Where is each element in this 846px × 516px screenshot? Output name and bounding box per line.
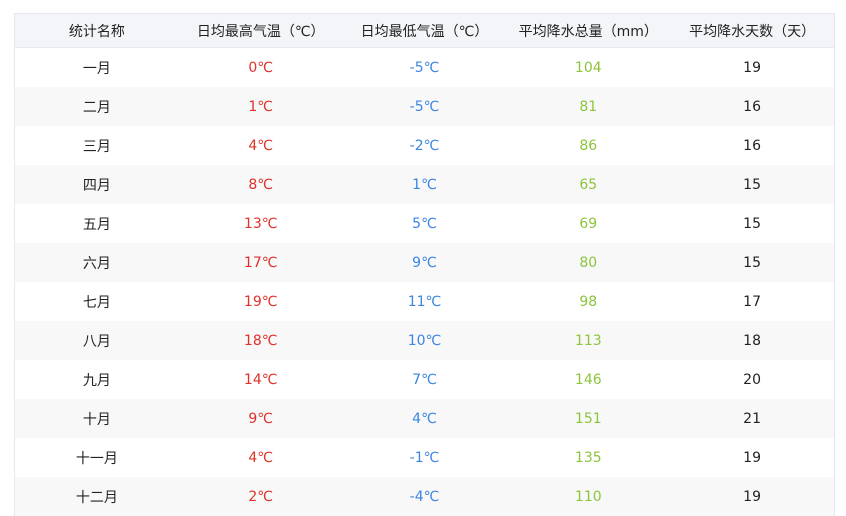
- rain-days: 15: [743, 215, 761, 232]
- rainfall: 110: [506, 477, 671, 516]
- high-temp: 9℃: [178, 399, 343, 438]
- rain-days: 17: [743, 293, 761, 310]
- high-temp: 19℃: [243, 293, 278, 310]
- table-row: 四月 8℃ 1℃ 65 15: [15, 165, 834, 204]
- rainfall: 69: [579, 215, 598, 232]
- rain-days: 16: [670, 87, 834, 126]
- high-temp: 2℃: [178, 477, 343, 516]
- climate-table-container: 统计名称 日均最高气温（℃） 日均最低气温（℃） 平均降水总量（mm） 平均降水…: [14, 13, 835, 516]
- low-temp: 9℃: [342, 243, 507, 282]
- climate-table: 统计名称 日均最高气温（℃） 日均最低气温（℃） 平均降水总量（mm） 平均降水…: [15, 14, 834, 516]
- high-temp: 4℃: [248, 137, 274, 154]
- rain-days: 21: [670, 399, 834, 438]
- rainfall: 65: [506, 165, 671, 204]
- table-row: 九月 14℃ 7℃ 146 20: [15, 360, 834, 399]
- month-name: 六月: [15, 243, 179, 282]
- header-name: 统计名称: [15, 14, 179, 48]
- low-temp: -5℃: [342, 87, 507, 126]
- rain-days: 18: [670, 321, 834, 360]
- rain-days: 19: [670, 477, 834, 516]
- high-temp: 4℃: [248, 449, 274, 466]
- month-name: 五月: [82, 216, 111, 233]
- rainfall: 81: [506, 87, 671, 126]
- month-name: 十二月: [15, 477, 179, 516]
- high-temp: 1℃: [178, 87, 343, 126]
- month-name: 八月: [15, 321, 179, 360]
- low-temp: 7℃: [412, 371, 437, 388]
- table-row: 八月 18℃ 10℃ 113 18: [15, 321, 834, 360]
- table-header-row: 统计名称 日均最高气温（℃） 日均最低气温（℃） 平均降水总量（mm） 平均降水…: [15, 14, 834, 48]
- low-temp: -2℃: [409, 137, 440, 154]
- low-temp: 1℃: [342, 165, 507, 204]
- table-row: 七月 19℃ 11℃ 98 17: [15, 282, 834, 321]
- header-low-temp: 日均最低气温（℃）: [342, 14, 507, 48]
- low-temp: 10℃: [342, 321, 507, 360]
- rain-days: 15: [670, 165, 834, 204]
- rain-days: 20: [743, 371, 761, 388]
- table-row: 十月 9℃ 4℃ 151 21: [15, 399, 834, 438]
- table-row: 三月 4℃ -2℃ 86 16: [15, 126, 834, 165]
- month-name: 三月: [82, 138, 111, 155]
- month-name: 九月: [82, 372, 111, 389]
- low-temp: 4℃: [342, 399, 507, 438]
- high-temp: 13℃: [243, 215, 278, 232]
- rainfall: 146: [574, 371, 602, 388]
- rainfall: 98: [579, 293, 598, 310]
- table-row: 十二月 2℃ -4℃ 110 19: [15, 477, 834, 516]
- rain-days: 19: [743, 449, 761, 466]
- table-row: 十一月 4℃ -1℃ 135 19: [15, 438, 834, 477]
- month-name: 七月: [82, 294, 111, 311]
- table-row: 五月 13℃ 5℃ 69 15: [15, 204, 834, 243]
- high-temp: 18℃: [178, 321, 343, 360]
- table-row: 一月 0℃ -5℃ 104 19: [15, 48, 834, 88]
- rainfall: 104: [574, 59, 602, 76]
- rainfall: 86: [579, 137, 598, 154]
- rainfall: 151: [506, 399, 671, 438]
- rain-days: 16: [743, 137, 761, 154]
- high-temp: 17℃: [178, 243, 343, 282]
- rain-days: 19: [743, 59, 761, 76]
- month-name: 一月: [82, 60, 111, 77]
- header-rain-days: 平均降水天数（天）: [670, 14, 834, 48]
- low-temp: 11℃: [407, 293, 442, 310]
- month-name: 十一月: [75, 450, 118, 467]
- low-temp: -4℃: [342, 477, 507, 516]
- table-row: 六月 17℃ 9℃ 80 15: [15, 243, 834, 282]
- rainfall: 80: [506, 243, 671, 282]
- low-temp: -5℃: [409, 59, 440, 76]
- month-name: 十月: [15, 399, 179, 438]
- rainfall: 135: [574, 449, 602, 466]
- high-temp: 8℃: [178, 165, 343, 204]
- month-name: 四月: [15, 165, 179, 204]
- rain-days: 15: [670, 243, 834, 282]
- low-temp: -1℃: [409, 449, 440, 466]
- month-name: 二月: [15, 87, 179, 126]
- high-temp: 0℃: [248, 59, 274, 76]
- high-temp: 14℃: [243, 371, 278, 388]
- header-high-temp: 日均最高气温（℃）: [178, 14, 343, 48]
- header-rainfall: 平均降水总量（mm）: [506, 14, 671, 48]
- table-row: 二月 1℃ -5℃ 81 16: [15, 87, 834, 126]
- rainfall: 113: [506, 321, 671, 360]
- low-temp: 5℃: [412, 215, 437, 232]
